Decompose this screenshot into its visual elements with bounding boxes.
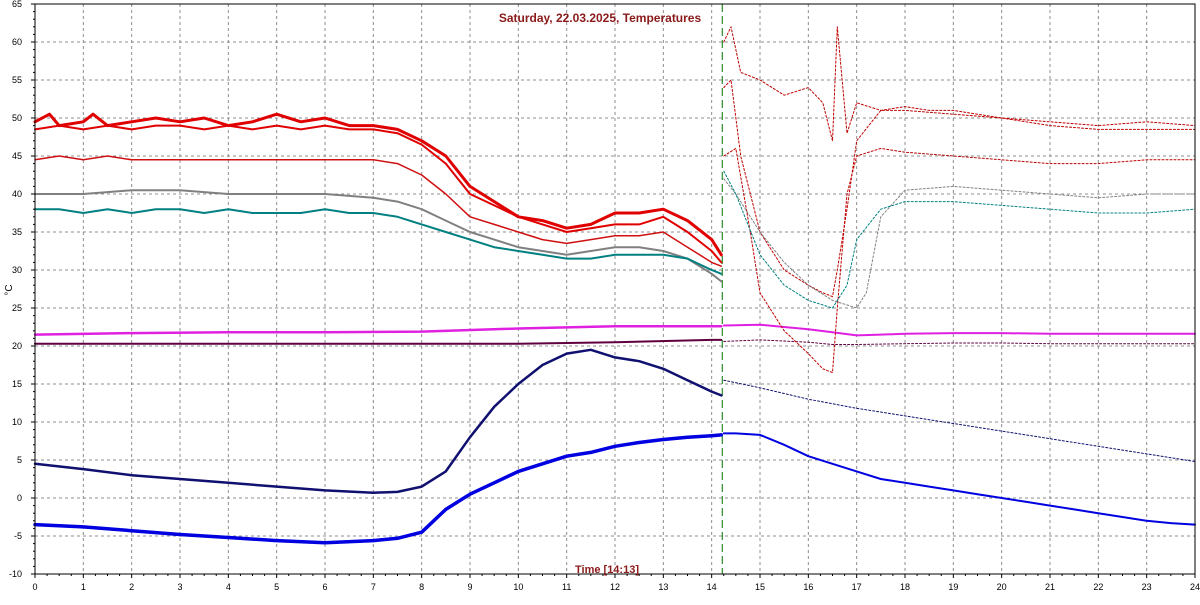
x-axis-label: Time [14:13] (575, 564, 639, 576)
x-tick-label: 18 (900, 582, 910, 592)
x-tick-label: 9 (467, 582, 472, 592)
y-tick-label: 5 (17, 455, 22, 465)
y-tick-label: -5 (14, 531, 22, 541)
y-tick-label: 35 (12, 227, 22, 237)
series-line-4 (34, 189, 723, 283)
y-tick-label: 0 (17, 493, 22, 503)
chart-title: Saturday, 22.03.2025, Temperatures (499, 11, 702, 25)
x-tick-label: 6 (322, 582, 327, 592)
y-tick-label: 30 (12, 265, 22, 275)
series-line-12 (723, 379, 1196, 462)
x-tick-label: 3 (177, 582, 182, 592)
series-line-14 (723, 26, 1196, 142)
x-tick-label: 14 (707, 582, 717, 592)
series-line-13 (723, 339, 1196, 345)
x-tick-label: 5 (274, 582, 279, 592)
series-line-17 (723, 178, 1196, 309)
y-tick-label: 60 (12, 37, 22, 47)
series-line-9 (33, 433, 724, 545)
series-line-7 (34, 338, 723, 345)
x-tick-label: 15 (755, 582, 765, 592)
series-line-1 (33, 112, 723, 257)
series-line-8 (33, 348, 723, 494)
x-tick-label: 23 (1142, 582, 1152, 592)
grid (35, 4, 1195, 574)
y-tick-label: 10 (12, 417, 22, 427)
series-line-2 (34, 124, 723, 264)
series-line-11 (722, 323, 1196, 337)
y-tick-label: 40 (12, 189, 22, 199)
x-tick-label: 21 (1045, 582, 1055, 592)
x-tick-label: 0 (32, 582, 37, 592)
x-tick-label: 4 (226, 582, 231, 592)
x-tick-label: 20 (997, 582, 1007, 592)
x-tick-label: 1 (81, 582, 86, 592)
x-tick-label: 8 (419, 582, 424, 592)
series-line-10 (722, 432, 1196, 526)
x-tick-label: 22 (1093, 582, 1103, 592)
y-tick-label: -10 (9, 569, 22, 579)
y-tick-label: 45 (12, 151, 22, 161)
y-tick-label: 50 (12, 113, 22, 123)
x-tick-label: 16 (803, 582, 813, 592)
x-tick-label: 13 (658, 582, 668, 592)
y-tick-label: 15 (12, 379, 22, 389)
series-layer (33, 4, 1196, 574)
x-tick-label: 7 (371, 582, 376, 592)
y-tick-label: 55 (12, 75, 22, 85)
series-line-18 (723, 170, 1196, 309)
y-tick-label: 25 (12, 303, 22, 313)
series-line-5 (34, 208, 723, 275)
y-tick-label: 20 (12, 341, 22, 351)
x-tick-label: 12 (610, 582, 620, 592)
x-tick-label: 11 (562, 582, 571, 592)
x-tick-label: 2 (129, 582, 134, 592)
series-line-3 (34, 155, 723, 267)
x-tick-label: 24 (1190, 582, 1200, 592)
y-tick-label: 65 (12, 0, 22, 9)
tick-labels: 0 1 2 3 4 5 6 7 8 9 10 11 12 13 14 15 16 17 18 19 20 21 22 23 24… (9, 0, 1200, 592)
x-tick-label: 19 (948, 582, 958, 592)
y-axis-label: °C (4, 284, 15, 295)
x-tick-label: 17 (852, 582, 862, 592)
x-tick-label: 10 (513, 582, 523, 592)
series-line-16 (723, 147, 1196, 374)
series-line-6 (33, 324, 723, 336)
